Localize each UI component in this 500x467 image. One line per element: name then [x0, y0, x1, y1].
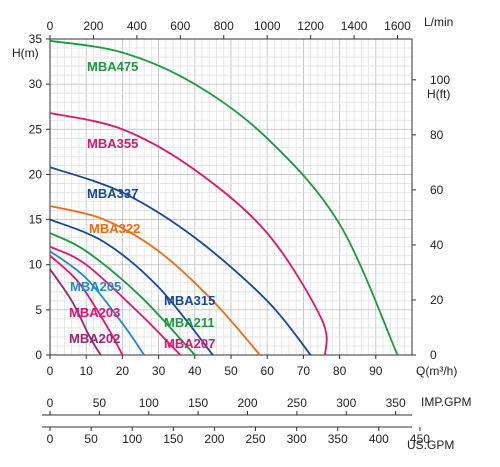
top-axis-unit: L/min [424, 15, 453, 29]
top-tick-label: 800 [214, 19, 234, 33]
right-tick-label: 20 [430, 293, 444, 307]
top-tick-label: 1200 [297, 19, 324, 33]
y-tick-label: 35 [29, 32, 43, 46]
curve-mba355 [49, 112, 328, 356]
axis-tick-label: 0 [47, 396, 54, 410]
y-tick-label: 10 [29, 258, 43, 272]
curve-mba203 [49, 255, 124, 356]
axis-tick-label: 150 [163, 432, 183, 446]
axis-tick-label: 50 [84, 432, 98, 446]
curve-label-mba315: MBA315 [164, 293, 215, 308]
axis-tick-label: 100 [139, 396, 159, 410]
x-tick-label: 10 [80, 364, 94, 378]
curve-label-mba337: MBA337 [87, 186, 138, 201]
curve-mba475 [49, 39, 399, 356]
y-tick-label: 20 [29, 167, 43, 181]
curve-mba315 [49, 218, 214, 356]
y-tick-label: 25 [29, 122, 43, 136]
curve-mba337 [49, 166, 312, 356]
axis-tick-label: 400 [369, 432, 389, 446]
curve-label-mba322: MBA322 [89, 221, 140, 236]
x-tick-label: 30 [152, 364, 166, 378]
imp-gpm-axis: 0 50 100 150 200 250 300 350 [42, 396, 412, 416]
y-tick-label: 30 [29, 77, 43, 91]
imp-gpm-label: IMP.GPM [421, 395, 471, 409]
curve-label-mba355: MBA355 [87, 136, 138, 151]
right-tick-label: 0 [430, 348, 437, 362]
top-tick-label: 600 [170, 19, 190, 33]
top-tick-label: 200 [83, 19, 103, 33]
axis-tick-label: 250 [287, 396, 307, 410]
x-tick-label: 20 [116, 364, 130, 378]
x-tick-label: 70 [297, 364, 311, 378]
y-tick-label: 5 [35, 303, 42, 317]
right-axis-label: H(ft) [427, 87, 450, 101]
axis-tick-label: 300 [287, 432, 307, 446]
curve-label-mba211: MBA211 [164, 315, 215, 330]
right-tick-label: 40 [430, 238, 444, 252]
axis-tick-label: 100 [122, 432, 142, 446]
us-gpm-label: US.GPM [407, 438, 454, 452]
axis-tick-label: 150 [188, 396, 208, 410]
axis-tick-label: 350 [386, 396, 406, 410]
axis-tick-label: 50 [93, 396, 107, 410]
curve-label-mba207: MBA207 [164, 336, 215, 351]
axis-tick-label: 300 [336, 396, 356, 410]
top-tick-label: 400 [127, 19, 147, 33]
right-tick-label: 60 [430, 183, 444, 197]
x-tick-label: 80 [333, 364, 347, 378]
x-tick-label: 40 [188, 364, 202, 378]
x-tick-label: 60 [261, 364, 275, 378]
x-tick-label: 50 [224, 364, 238, 378]
axis-tick-label: 200 [204, 432, 224, 446]
curve-label-mba205: MBA205 [70, 279, 121, 294]
top-tick-label: 1600 [384, 19, 411, 33]
curve-label-mba475: MBA475 [87, 59, 138, 74]
x-axis-label: Q(m³/h) [416, 364, 457, 378]
curve-mba202 [49, 268, 102, 356]
x-tick-label: 0 [47, 364, 54, 378]
right-tick-label: 100 [430, 73, 450, 87]
x-tick-label: 90 [369, 364, 383, 378]
axis-tick-label: 0 [47, 432, 54, 446]
curve-label-mba202: MBA202 [69, 331, 120, 346]
axis-tick-label: 350 [328, 432, 348, 446]
top-tick-label: 1000 [254, 19, 281, 33]
y-tick-label: 15 [29, 213, 43, 227]
curve-mba205 [49, 250, 145, 356]
axis-tick-label: 250 [246, 432, 266, 446]
top-tick-label: 0 [47, 19, 54, 33]
y-tick-label: 0 [35, 348, 42, 362]
curve-mba322 [49, 205, 261, 356]
us-gpm-axis: 0 50 100 150 200 250 300 350 400 450 [42, 426, 430, 446]
curve-mba211 [49, 232, 196, 356]
axis-tick-label: 200 [237, 396, 257, 410]
right-tick-label: 80 [430, 128, 444, 142]
left-axis-label: H(m) [12, 46, 39, 60]
curve-labels: MBA475 MBA355 MBA337 MBA322 MBA315 MBA21… [69, 59, 215, 351]
curves [49, 39, 399, 356]
axis-tick-label: 450 [410, 432, 430, 446]
curve-mba207 [49, 245, 181, 356]
curve-label-mba203: MBA203 [69, 305, 120, 320]
top-tick-label: 1400 [341, 19, 368, 33]
